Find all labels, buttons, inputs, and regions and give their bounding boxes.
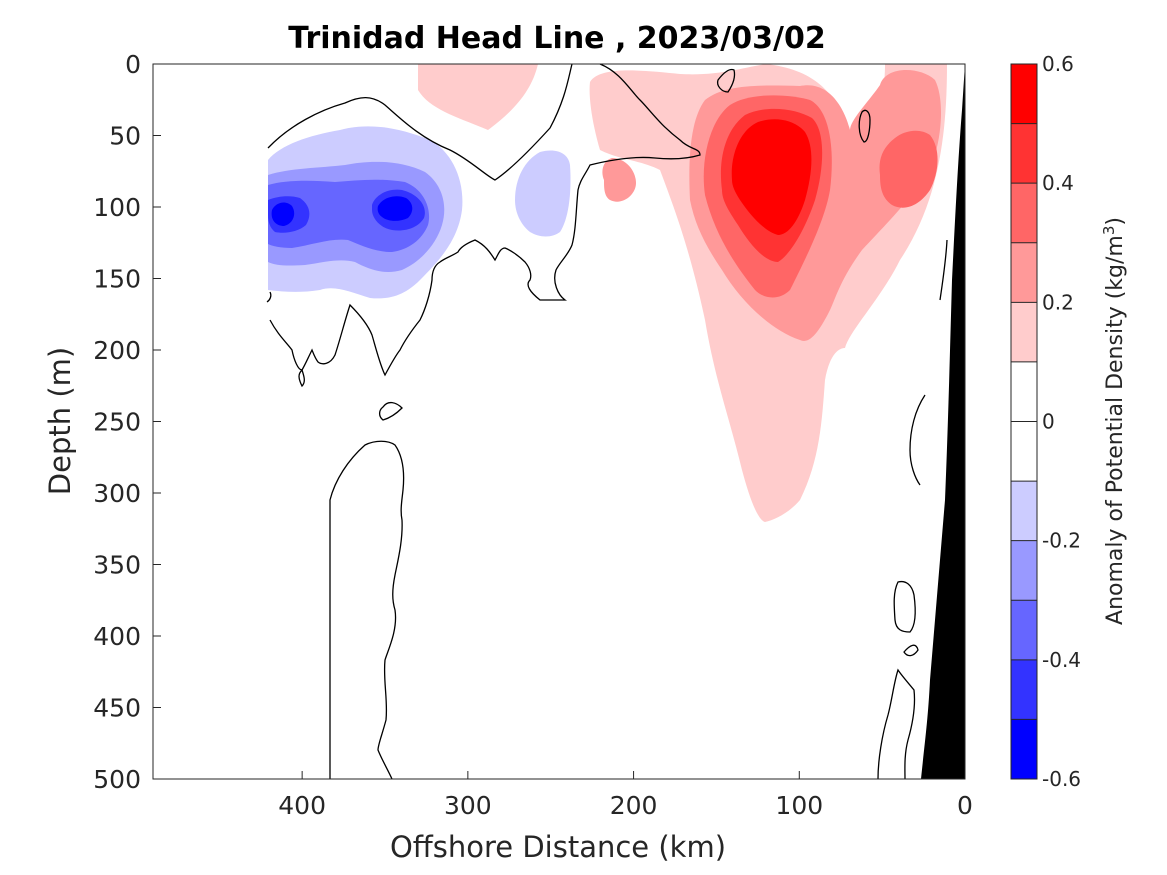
- colorbar-swatch: [1011, 540, 1037, 601]
- zero-contour-lines: [266, 63, 948, 780]
- colorbar-swatch: [1011, 600, 1037, 660]
- y-tick-label: 500: [93, 765, 141, 794]
- contour-line: [298, 368, 305, 388]
- colorbar-swatch: [1011, 123, 1037, 184]
- contour-line: [269, 63, 701, 377]
- colorbar-swatch: [1011, 242, 1037, 303]
- contour-line: [266, 291, 272, 303]
- contour-line: [858, 109, 871, 143]
- y-tick-label: 400: [93, 622, 141, 651]
- x-axis-label: Offshore Distance (km): [390, 830, 726, 864]
- colorbar-swatch: [1011, 421, 1037, 482]
- colorbar-tick-label: 0: [1042, 410, 1055, 434]
- colorbar-swatch: [1011, 302, 1037, 362]
- band-neg-0.1-small: [515, 150, 571, 237]
- colorbar-swatch: [1011, 183, 1037, 243]
- contour-line: [267, 63, 573, 181]
- y-tick-label: 0: [125, 50, 141, 79]
- filled-contours: [268, 64, 947, 522]
- contour-line: [903, 644, 919, 657]
- contour-line: [378, 401, 403, 421]
- x-tick-label: 400: [278, 791, 326, 820]
- y-tick-label: 350: [93, 551, 141, 580]
- plot-area: [152, 63, 966, 780]
- colorbar-swatch: [1011, 719, 1037, 779]
- y-tick-label: 100: [93, 193, 141, 222]
- x-tick-label: 300: [444, 791, 492, 820]
- contour-line: [329, 440, 405, 780]
- contour-line: [716, 68, 736, 93]
- band-pos-0.3-secondary: [879, 130, 938, 208]
- colorbar-tick-label: 0.2: [1042, 290, 1074, 314]
- colorbar-swatch: [1011, 481, 1037, 541]
- chart-title: Trinidad Head Line , 2023/03/02: [288, 21, 825, 56]
- y-axis: 0 50 100 150 200 250 300 350 400 450 500: [93, 50, 161, 794]
- colorbar-frame: [1010, 63, 1038, 780]
- y-tick-label: 450: [93, 694, 141, 723]
- x-tick-label: 200: [610, 791, 658, 820]
- contour-line: [893, 580, 916, 633]
- band-pos-0.5: [731, 119, 812, 235]
- x-axis: 400 300 200 100 0: [278, 771, 973, 820]
- band-pos-0.1-surface: [418, 64, 538, 130]
- colorbar-swatch: [1011, 361, 1037, 422]
- band-neg-0.5: [271, 196, 413, 226]
- y-tick-label: 200: [93, 336, 141, 365]
- colorbar: 0.6 0.4 0.2 0 -0.2 -0.4 -0.6: [1010, 52, 1081, 791]
- colorbar-label: Anomaly of Potential Density (kg/m3): [1100, 217, 1128, 625]
- colorbar-tick-label: -0.2: [1042, 529, 1081, 553]
- colorbar-tick-label: 0.6: [1042, 52, 1074, 76]
- colorbar-tick-label: -0.6: [1042, 767, 1081, 791]
- band-pos-0.2-small: [602, 158, 636, 202]
- x-tick-label: 0: [957, 791, 973, 820]
- contour-line: [909, 394, 926, 486]
- y-axis-label: Depth (m): [43, 347, 77, 495]
- y-tick-label: 150: [93, 265, 141, 294]
- y-tick-label: 50: [109, 122, 141, 151]
- x-tick-label: 100: [775, 791, 823, 820]
- colorbar-tick-label: 0.4: [1042, 171, 1074, 195]
- contour-line: [877, 668, 916, 780]
- colorbar-tick-label: -0.4: [1042, 648, 1081, 672]
- contour-line: [939, 239, 948, 301]
- y-tick-label: 250: [93, 408, 141, 437]
- colorbar-swatch: [1011, 659, 1037, 720]
- colorbar-swatch: [1011, 64, 1037, 124]
- bathymetry-mask: [921, 64, 965, 779]
- y-tick-label: 300: [93, 479, 141, 508]
